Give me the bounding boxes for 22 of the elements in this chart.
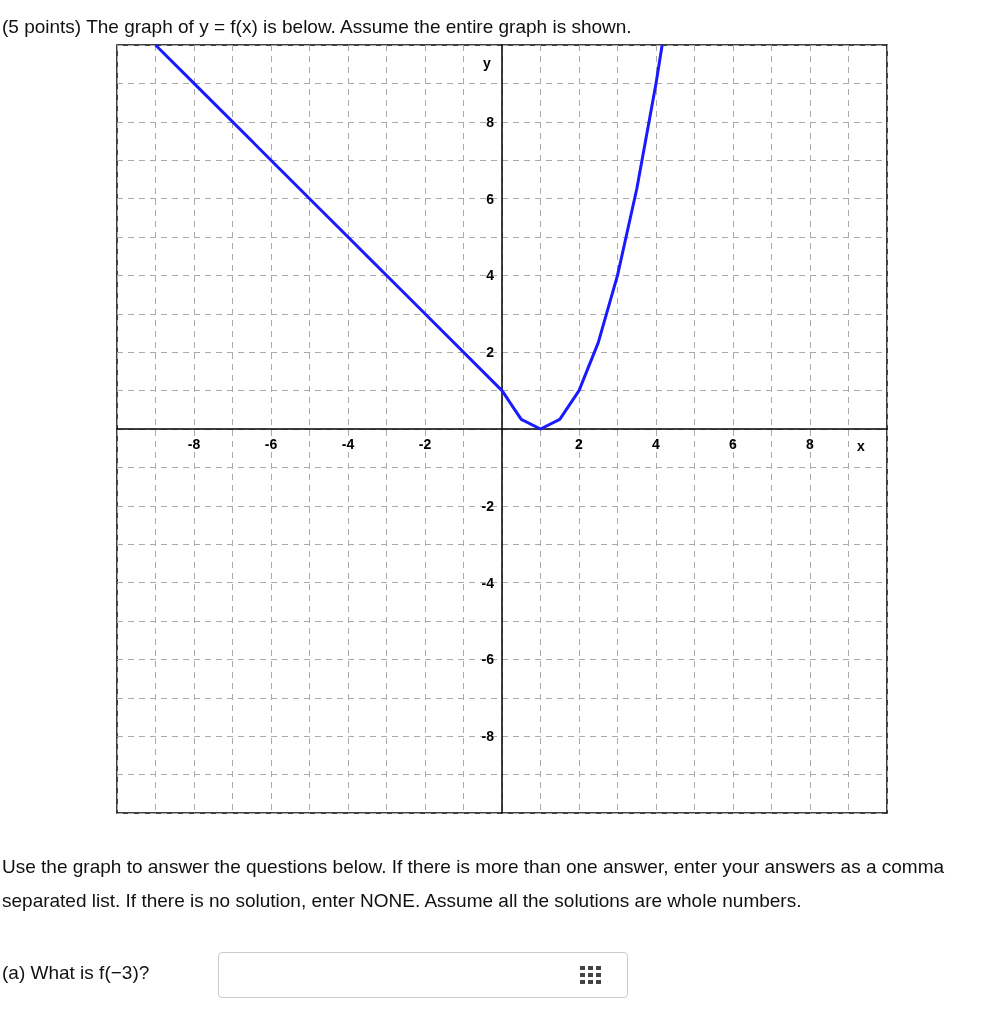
x-tick-label: 8 (806, 436, 815, 452)
y-tick-label: -4 (481, 574, 495, 591)
x-tick-label: -4 (341, 436, 355, 452)
y-tick-label: 8 (486, 113, 495, 130)
text: Use the graph to answer the questions below. If there is more than one answer, enter your answers as a comma separated list. If there is no solution, enter NONE. Assume all the solutions are whole numbers. (2, 855, 946, 913)
y-tick-label: -2 (481, 497, 495, 514)
x-tick-label: 6 (729, 436, 738, 452)
x-axis-title: x (857, 438, 865, 454)
chart-title: (5 points) The graph of y = f(x) is below. Assume the entire graph is shown. (2, 16, 632, 38)
line-series (154, 43, 664, 431)
y-tick-label: 6 (486, 190, 495, 207)
x-tick-label: -6 (264, 436, 278, 452)
y-axis-title: y (483, 55, 492, 71)
x-tick-label: -8 (187, 436, 201, 452)
y-tick-label: 2 (486, 344, 495, 361)
x-tick-label: 2 (575, 436, 584, 452)
text: (a) What is f(−3)? (2, 962, 150, 984)
x-tick-label: -2 (418, 436, 432, 452)
x-tick-label: 4 (652, 436, 661, 452)
y-tick-label: -6 (481, 651, 495, 668)
y-tick-label: 4 (486, 267, 495, 284)
y-tick-label: -8 (481, 728, 495, 745)
